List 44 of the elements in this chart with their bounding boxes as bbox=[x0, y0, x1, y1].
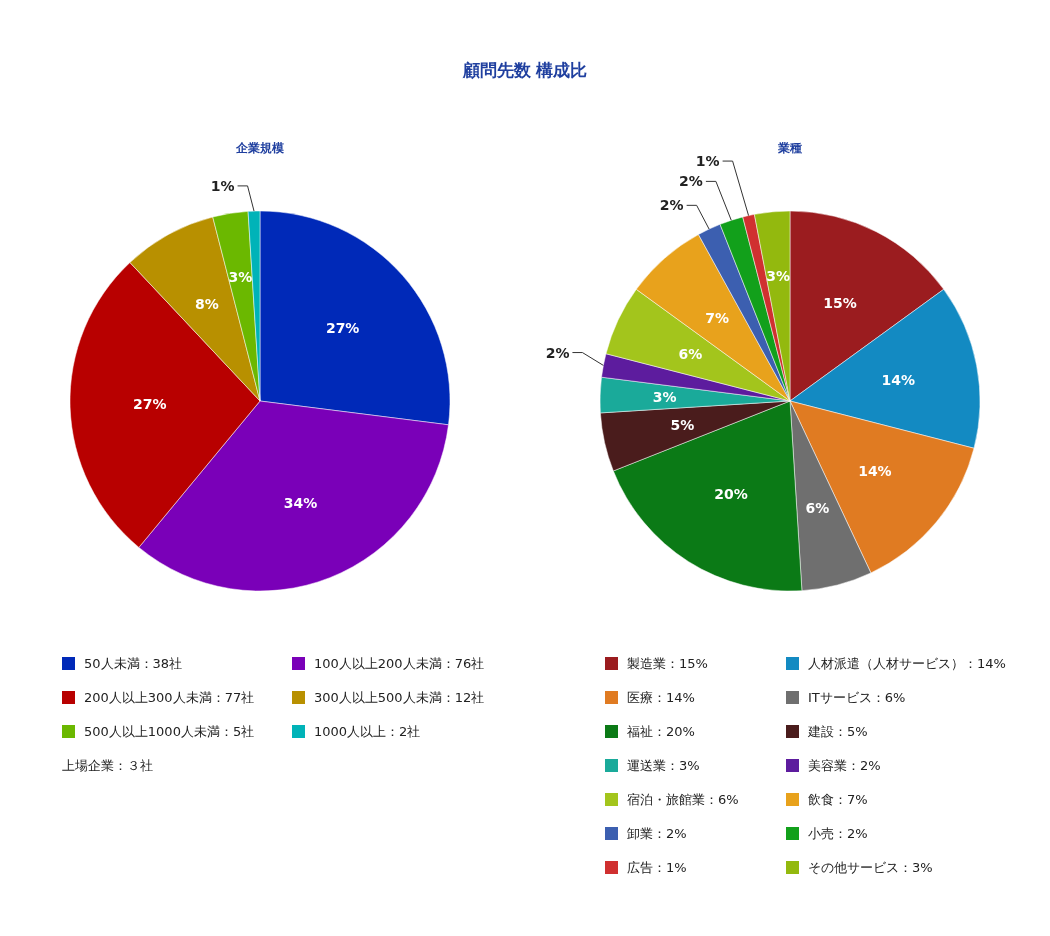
legend-label: 100人以上200人未満：76社 bbox=[314, 656, 485, 671]
legend-label: 50人未満：38社 bbox=[84, 656, 183, 671]
text: 顧問先数 構成比 bbox=[461, 60, 588, 80]
chart-subtitle: 企業規模 bbox=[235, 141, 284, 155]
data-label: 8% bbox=[195, 296, 219, 313]
legend-label: 小売：2% bbox=[808, 826, 868, 841]
data-label: 2% bbox=[659, 197, 684, 214]
legend-label: 飲食：7% bbox=[808, 792, 868, 807]
legend-label: ITサービス：6% bbox=[808, 690, 906, 705]
data-label: 27% bbox=[325, 320, 360, 337]
data-label: 3% bbox=[652, 389, 677, 406]
legend-label: 製造業：15% bbox=[627, 656, 708, 671]
legend-label: 広告：1% bbox=[627, 860, 687, 875]
legend-label: 200人以上300人未満：77社 bbox=[84, 690, 255, 705]
data-label: 2% bbox=[679, 173, 703, 190]
data-label: 7% bbox=[705, 310, 730, 327]
legend-label: 建設：5% bbox=[807, 724, 868, 739]
legend-label: 医療：14% bbox=[627, 690, 695, 705]
data-label: 15% bbox=[823, 294, 857, 311]
chart-subtitle: 業種 bbox=[777, 141, 802, 155]
legend-label: 卸業：2% bbox=[627, 826, 687, 841]
legend-label: 1000人以上：2社 bbox=[314, 724, 421, 739]
legend-label: 300人以上500人未満：12社 bbox=[314, 690, 485, 705]
data-label: 14% bbox=[858, 463, 892, 480]
data-label: 6% bbox=[678, 346, 703, 363]
data-label: 3% bbox=[766, 268, 791, 285]
legend-label: 人材派遣（人材サービス）：14% bbox=[808, 656, 1006, 671]
legend-label: 福祉：20% bbox=[627, 724, 695, 739]
legend-label: 500人以上1000人未満：5社 bbox=[84, 724, 255, 739]
data-label: 1% bbox=[695, 153, 720, 170]
text: 上場企業：３社 bbox=[62, 758, 153, 773]
data-label: 34% bbox=[283, 495, 318, 512]
legend-label: その他サービス：3% bbox=[808, 860, 933, 875]
data-label: 20% bbox=[714, 486, 748, 503]
legend-label: 運送業：3% bbox=[627, 758, 700, 773]
legend-label: 美容業：2% bbox=[808, 758, 881, 773]
data-label: 5% bbox=[670, 417, 695, 434]
data-label: 1% bbox=[210, 177, 235, 194]
data-label: 6% bbox=[805, 499, 830, 516]
legend-label: 宿泊・旅館業：6% bbox=[627, 792, 739, 807]
data-label: 27% bbox=[133, 396, 167, 413]
data-label: 2% bbox=[545, 344, 570, 361]
data-label: 14% bbox=[881, 372, 916, 389]
data-label: 3% bbox=[228, 269, 253, 286]
